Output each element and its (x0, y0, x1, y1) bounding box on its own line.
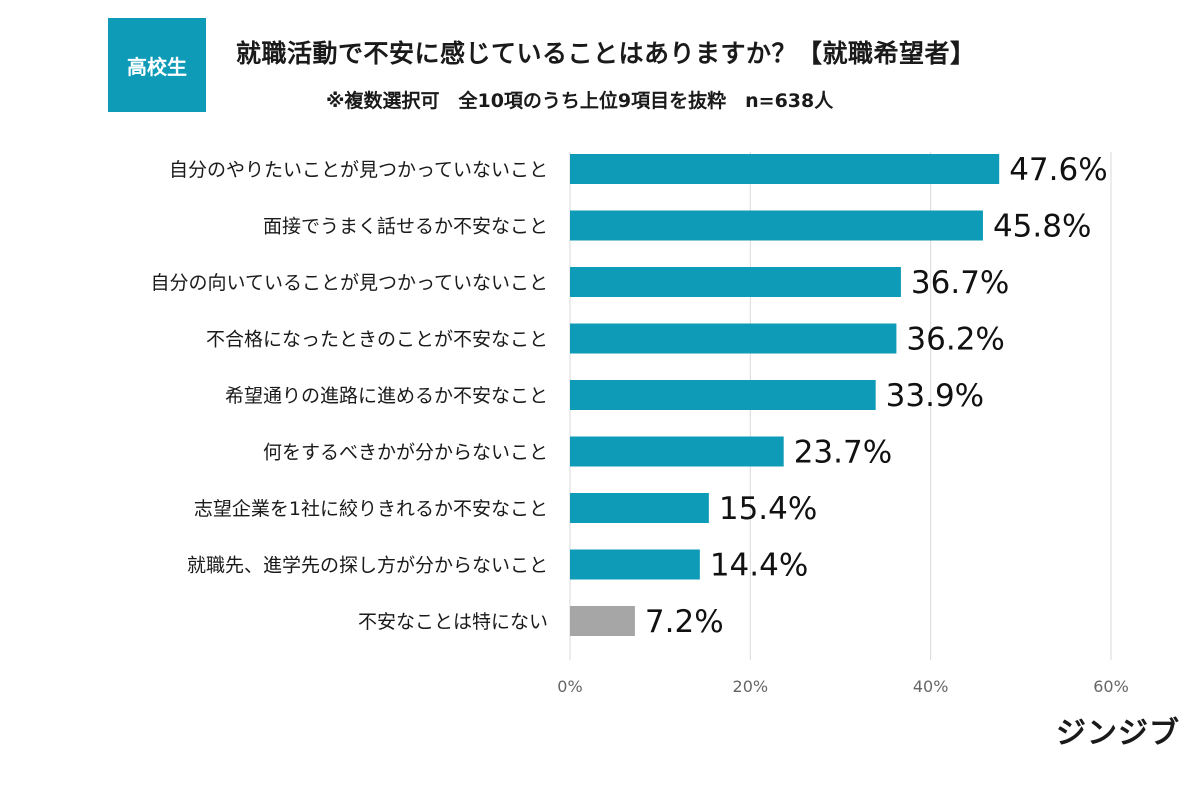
category-label: 不安なことは特にない (358, 611, 548, 633)
x-tick-label: 0% (557, 677, 582, 696)
category-labels: 自分のやりたいことが見つかっていないこと面接でうまく話せるか不安なこと自分の向い… (151, 159, 548, 633)
category-label: 希望通りの進路に進めるか不安なこと (225, 385, 548, 407)
value-labels: 47.6% 45.8% 36.7% 36.2% 33.9% 23.7% 15.4% 14.4%… (645, 152, 1108, 640)
bar (570, 436, 784, 467)
bar (570, 549, 700, 580)
value-label: 45.8% (993, 209, 1091, 245)
value-label: 23.7% (794, 435, 892, 471)
bar (570, 267, 901, 297)
value-label: 14.4% (710, 548, 808, 584)
bar (570, 606, 635, 636)
bars (570, 154, 1000, 636)
category-label: 不合格になったときのことが不安なこと (206, 329, 548, 351)
x-tick-label: 40% (913, 677, 949, 696)
value-label: 7.2% (645, 604, 724, 640)
x-tick-label: 60% (1093, 677, 1129, 696)
x-tick-label: 20% (733, 677, 769, 696)
value-label: 36.2% (906, 322, 1004, 358)
value-label: 33.9% (886, 378, 984, 414)
x-axis-ticks: 0% 20% 40% 60% (557, 677, 1128, 696)
bar (570, 154, 1000, 184)
category-label: 自分のやりたいことが見つかっていないこと (169, 159, 548, 181)
category-label: 面接でうまく話せるか不安なこと (263, 216, 548, 238)
bar (570, 323, 897, 354)
chart-title: 就職活動で不安に感じていることはありますか？【就職希望者】 (236, 39, 976, 68)
category-label: 志望企業を1社に絞りきれるか不安なこと (194, 498, 548, 520)
category-label: 自分の向いていることが見つかっていないこと (151, 272, 548, 294)
value-label: 47.6% (1009, 152, 1107, 188)
category-badge: 高校生 (108, 18, 206, 112)
chart-subtitle: ※複数選択可 全10項のうち上位9項目を抜粋 n=638人 (326, 90, 834, 112)
brand-logo: ジンジブ (1056, 716, 1180, 751)
category-label: 就職先、進学先の探し方が分からないこと (187, 555, 548, 577)
category-label: 何をするべきかが分からないこと (263, 442, 548, 464)
bar (570, 493, 709, 523)
bar (570, 210, 983, 241)
value-label: 15.4% (719, 491, 817, 527)
bar (570, 380, 876, 410)
value-label: 36.7% (911, 265, 1009, 301)
